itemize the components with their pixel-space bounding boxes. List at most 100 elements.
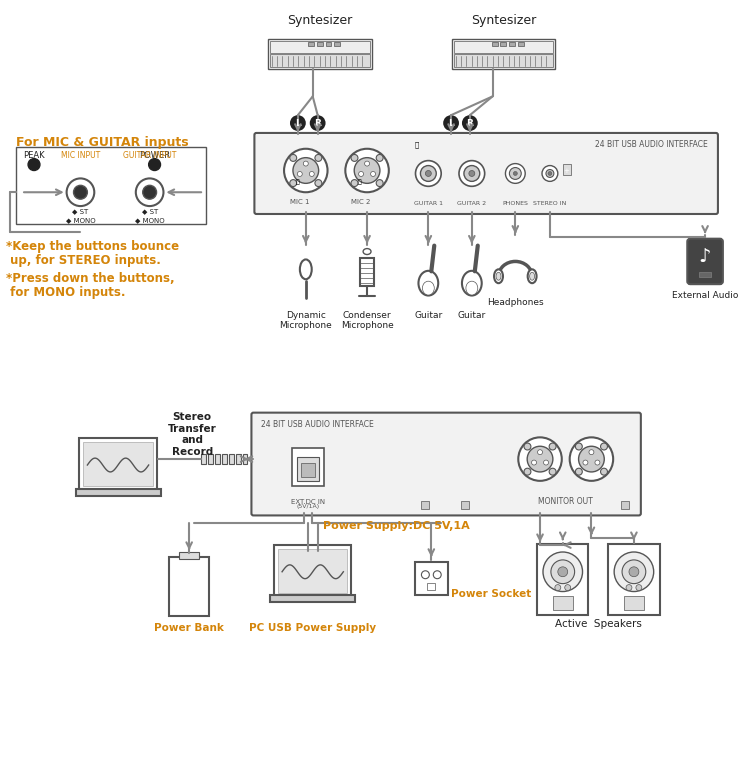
Text: STEREO IN: STEREO IN bbox=[533, 201, 567, 206]
Bar bbox=[180, 552, 199, 559]
Circle shape bbox=[422, 571, 429, 578]
Bar bbox=[699, 272, 711, 277]
Text: R: R bbox=[314, 119, 321, 128]
Bar bbox=[510, 42, 516, 46]
Circle shape bbox=[614, 552, 653, 591]
Bar bbox=[274, 545, 351, 597]
Circle shape bbox=[290, 155, 297, 161]
Circle shape bbox=[364, 161, 370, 166]
Circle shape bbox=[309, 171, 314, 177]
Bar bbox=[243, 454, 247, 464]
Circle shape bbox=[28, 158, 40, 171]
Bar bbox=[229, 454, 234, 464]
Ellipse shape bbox=[496, 272, 501, 280]
Text: ◆ ST: ◆ ST bbox=[72, 208, 89, 214]
Circle shape bbox=[297, 171, 302, 177]
Bar bbox=[519, 42, 524, 46]
Circle shape bbox=[290, 180, 297, 187]
Circle shape bbox=[416, 161, 441, 187]
Circle shape bbox=[149, 158, 160, 171]
Bar bbox=[201, 454, 206, 464]
Circle shape bbox=[626, 584, 632, 591]
Circle shape bbox=[315, 155, 322, 161]
Text: ◆ MONO: ◆ MONO bbox=[66, 217, 95, 223]
Circle shape bbox=[315, 180, 322, 187]
Circle shape bbox=[629, 567, 639, 577]
Text: MONITOR OUT: MONITOR OUT bbox=[539, 496, 593, 506]
Text: for MONO inputs.: for MONO inputs. bbox=[6, 286, 126, 299]
Text: Power Bank: Power Bank bbox=[154, 623, 224, 633]
Circle shape bbox=[462, 116, 478, 131]
Bar bbox=[270, 54, 370, 67]
Text: PC USB Power Supply: PC USB Power Supply bbox=[249, 623, 376, 633]
Text: L: L bbox=[295, 119, 301, 128]
Circle shape bbox=[575, 468, 583, 475]
Circle shape bbox=[354, 158, 380, 184]
Circle shape bbox=[346, 148, 389, 192]
Bar bbox=[414, 562, 448, 595]
Circle shape bbox=[589, 450, 594, 454]
Bar bbox=[301, 463, 314, 477]
Bar bbox=[454, 41, 554, 53]
Circle shape bbox=[544, 460, 548, 465]
Bar bbox=[16, 147, 206, 224]
Text: 🎤: 🎤 bbox=[296, 180, 299, 185]
Bar bbox=[80, 438, 156, 490]
Bar bbox=[492, 42, 498, 46]
Text: ♪: ♪ bbox=[699, 247, 711, 266]
Text: Guitar: Guitar bbox=[414, 311, 443, 320]
Circle shape bbox=[293, 158, 319, 184]
Ellipse shape bbox=[300, 259, 311, 279]
Text: PEAK: PEAK bbox=[23, 151, 45, 160]
Ellipse shape bbox=[462, 271, 482, 295]
Circle shape bbox=[600, 468, 607, 475]
Circle shape bbox=[505, 164, 525, 184]
Circle shape bbox=[636, 584, 642, 591]
Circle shape bbox=[519, 438, 562, 481]
Bar bbox=[501, 42, 507, 46]
Bar bbox=[215, 454, 220, 464]
Bar bbox=[308, 42, 314, 46]
Bar bbox=[267, 39, 372, 69]
Circle shape bbox=[351, 180, 358, 187]
Bar bbox=[75, 489, 160, 496]
Circle shape bbox=[143, 185, 156, 199]
Bar bbox=[562, 164, 571, 175]
Text: L: L bbox=[448, 119, 454, 128]
Text: Active  Speakers: Active Speakers bbox=[555, 619, 641, 629]
Ellipse shape bbox=[363, 249, 371, 255]
Circle shape bbox=[351, 155, 358, 161]
Circle shape bbox=[542, 165, 558, 181]
Circle shape bbox=[558, 567, 568, 577]
Circle shape bbox=[579, 446, 604, 472]
Bar bbox=[454, 54, 554, 67]
Text: 🎤: 🎤 bbox=[358, 180, 361, 185]
Bar bbox=[169, 557, 209, 617]
Bar bbox=[621, 500, 629, 509]
Bar bbox=[270, 41, 370, 53]
Bar bbox=[326, 42, 332, 46]
FancyBboxPatch shape bbox=[254, 133, 718, 214]
Text: Condenser
Microphone: Condenser Microphone bbox=[340, 311, 393, 330]
Circle shape bbox=[469, 171, 475, 177]
Circle shape bbox=[551, 560, 574, 584]
Circle shape bbox=[425, 171, 431, 177]
FancyBboxPatch shape bbox=[251, 412, 641, 516]
Circle shape bbox=[565, 584, 571, 591]
Text: EXT.DC IN: EXT.DC IN bbox=[291, 499, 325, 505]
Circle shape bbox=[548, 171, 552, 175]
Text: MIC INPUT: MIC INPUT bbox=[61, 151, 100, 160]
Circle shape bbox=[513, 171, 517, 175]
Circle shape bbox=[546, 170, 554, 177]
Bar bbox=[317, 42, 323, 46]
Ellipse shape bbox=[494, 269, 503, 283]
Ellipse shape bbox=[466, 282, 478, 295]
Circle shape bbox=[310, 116, 326, 131]
Text: POWER: POWER bbox=[139, 151, 170, 160]
Circle shape bbox=[524, 468, 531, 475]
Bar bbox=[422, 500, 429, 509]
Text: GUITAR 1: GUITAR 1 bbox=[414, 201, 443, 206]
Ellipse shape bbox=[419, 271, 438, 295]
Circle shape bbox=[459, 161, 485, 187]
Circle shape bbox=[284, 148, 328, 192]
